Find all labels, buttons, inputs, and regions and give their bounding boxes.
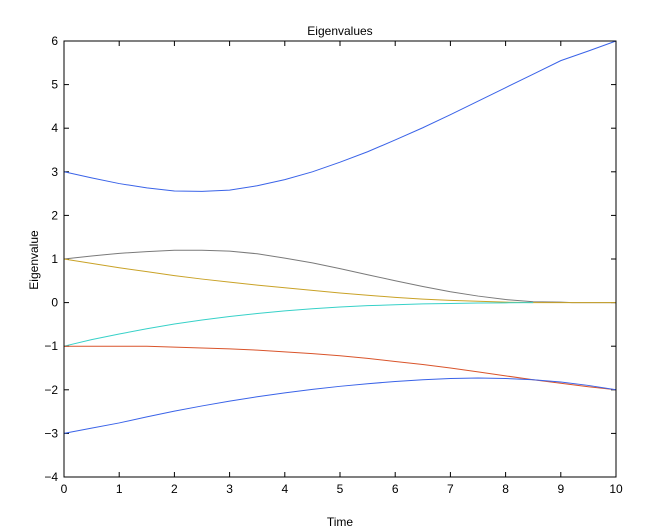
series-line-1 <box>63 40 617 192</box>
x-tick-label: 4 <box>281 482 288 496</box>
series-lines <box>63 40 617 434</box>
y-tick-label: 1 <box>51 252 58 266</box>
y-tick-label: 2 <box>51 208 58 222</box>
x-tick-label: 8 <box>502 482 509 496</box>
x-tick-label: 2 <box>171 482 178 496</box>
y-tick-label: −3 <box>44 426 58 440</box>
y-tick-label: 4 <box>51 121 58 135</box>
series-line-6 <box>63 377 617 434</box>
series-line-2 <box>63 249 616 304</box>
y-tick-label: 6 <box>51 34 58 48</box>
y-tick-label: −1 <box>44 339 58 353</box>
y-tick-label: −4 <box>44 470 58 484</box>
x-axis-label: Time <box>327 515 354 529</box>
axis-ticks: 0 1 2 3 4 5 6 7 8 9 10 −4 −3 −2 −1 0 1 2 3 4 5 6 <box>44 34 623 496</box>
x-tick-label: 10 <box>609 482 623 496</box>
x-tick-label: 0 <box>61 482 68 496</box>
y-tick-label: 3 <box>51 165 58 179</box>
series-line-4 <box>63 302 534 347</box>
x-tick-label: 3 <box>226 482 233 496</box>
x-tick-label: 5 <box>337 482 344 496</box>
y-tick-label: 5 <box>51 78 58 92</box>
y-tick-label: −2 <box>44 383 58 397</box>
y-tick-label: 0 <box>51 296 58 310</box>
x-tick-label: 1 <box>116 482 123 496</box>
chart-title: Eigenvalues <box>307 24 372 38</box>
x-tick-label: 9 <box>557 482 564 496</box>
plot-frame <box>63 40 617 478</box>
x-tick-label: 7 <box>447 482 454 496</box>
series-line-5 <box>64 345 617 391</box>
x-tick-label: 6 <box>392 482 399 496</box>
y-axis-label: Eigenvalue <box>27 230 41 290</box>
